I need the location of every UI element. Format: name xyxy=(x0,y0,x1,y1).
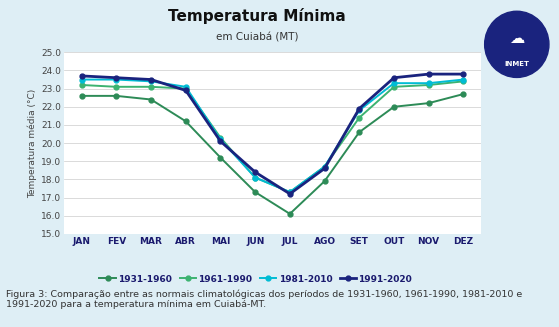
1931-1960 xyxy=(321,179,328,183)
1961-1990 xyxy=(356,116,363,120)
1931-1960 xyxy=(287,212,293,216)
1981-2010 xyxy=(460,77,467,81)
1991-2020 xyxy=(287,192,293,196)
1931-1960 xyxy=(78,94,85,98)
Line: 1981-2010: 1981-2010 xyxy=(79,77,466,195)
1991-2020 xyxy=(217,139,224,143)
1961-1990 xyxy=(148,85,154,89)
1931-1960 xyxy=(217,156,224,160)
1991-2020 xyxy=(113,76,120,80)
Text: em Cuiabá (MT): em Cuiabá (MT) xyxy=(216,33,299,43)
1991-2020 xyxy=(460,72,467,76)
1961-1990 xyxy=(113,85,120,89)
1991-2020 xyxy=(148,77,154,81)
1981-2010 xyxy=(287,190,293,194)
1991-2020 xyxy=(252,170,258,174)
1931-1960 xyxy=(252,190,258,194)
1931-1960 xyxy=(356,130,363,134)
1981-2010 xyxy=(113,77,120,81)
1961-1990 xyxy=(252,176,258,180)
1981-2010 xyxy=(217,137,224,141)
Line: 1991-2020: 1991-2020 xyxy=(79,72,466,196)
1931-1960 xyxy=(425,101,432,105)
1961-1990 xyxy=(217,136,224,140)
1961-1990 xyxy=(391,85,397,89)
Line: 1961-1990: 1961-1990 xyxy=(79,79,466,195)
1991-2020 xyxy=(425,72,432,76)
1981-2010 xyxy=(78,77,85,81)
1991-2020 xyxy=(321,166,328,170)
Text: INMET: INMET xyxy=(504,61,529,67)
1991-2020 xyxy=(391,76,397,80)
1981-2010 xyxy=(182,85,189,89)
1991-2020 xyxy=(78,74,85,78)
1961-1990 xyxy=(287,190,293,194)
1931-1960 xyxy=(460,92,467,96)
1961-1990 xyxy=(460,79,467,83)
Text: Temperatura Mínima: Temperatura Mínima xyxy=(168,8,346,24)
1991-2020 xyxy=(182,89,189,93)
1991-2020 xyxy=(356,107,363,111)
1981-2010 xyxy=(356,109,363,112)
Line: 1931-1960: 1931-1960 xyxy=(79,92,466,216)
1961-1990 xyxy=(182,87,189,91)
Text: Figura 3: Comparação entre as normais climatológicas dos períodos de 1931-1960, : Figura 3: Comparação entre as normais cl… xyxy=(6,289,522,309)
Text: ☁: ☁ xyxy=(509,31,524,46)
Circle shape xyxy=(485,11,549,77)
1931-1960 xyxy=(182,119,189,123)
1981-2010 xyxy=(391,81,397,85)
Legend: 1931-1960, 1961-1990, 1981-2010, 1991-2020: 1931-1960, 1961-1990, 1981-2010, 1991-20… xyxy=(96,271,416,287)
1981-2010 xyxy=(425,81,432,85)
1931-1960 xyxy=(391,105,397,109)
Y-axis label: Temperatura média (°C): Temperatura média (°C) xyxy=(28,88,37,198)
1931-1960 xyxy=(148,97,154,101)
1961-1990 xyxy=(321,165,328,169)
1981-2010 xyxy=(148,79,154,83)
1961-1990 xyxy=(78,83,85,87)
1981-2010 xyxy=(252,176,258,180)
1981-2010 xyxy=(321,165,328,169)
1961-1990 xyxy=(425,83,432,87)
1931-1960 xyxy=(113,94,120,98)
